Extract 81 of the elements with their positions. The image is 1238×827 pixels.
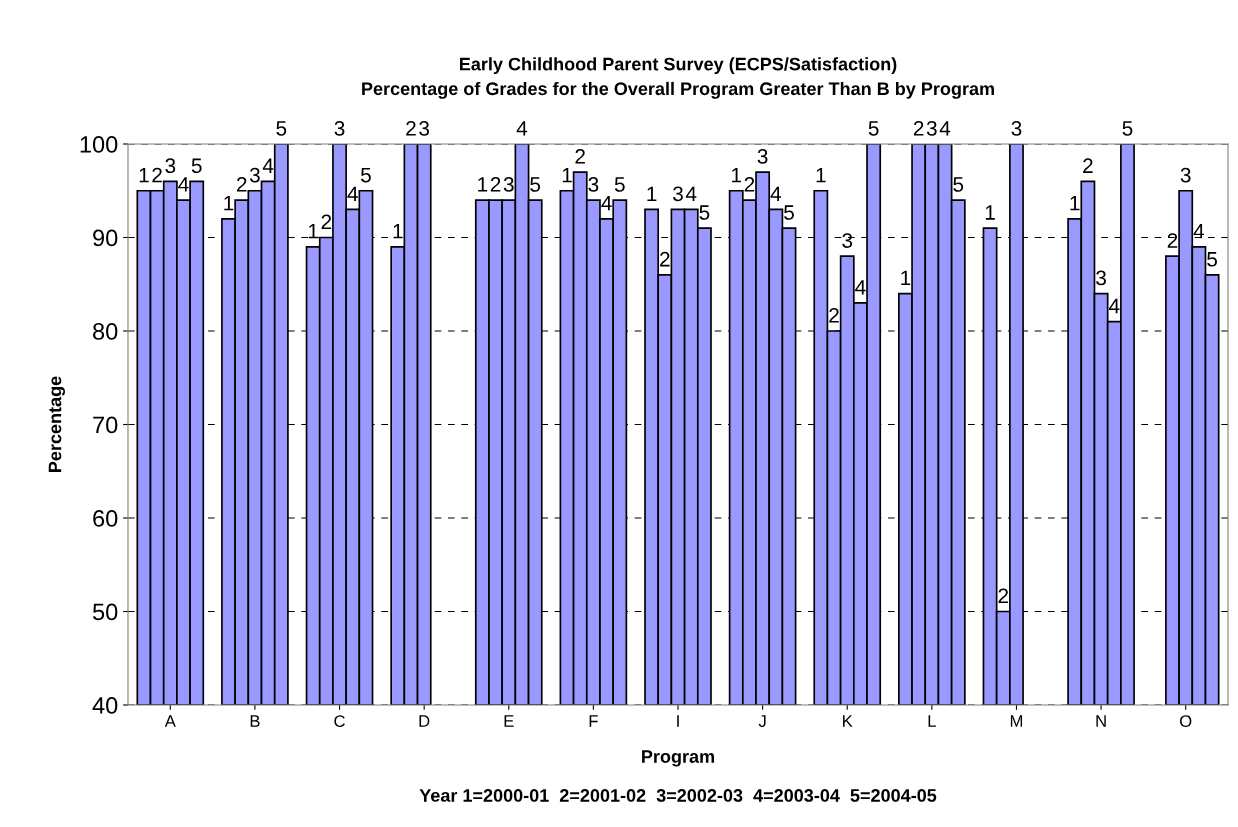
x-tick-label: A [164, 715, 176, 727]
x-tick-label: I [677, 715, 679, 727]
text: 2 [1083, 158, 1093, 173]
text: 3 [1180, 167, 1191, 183]
x-tick-label: D [419, 715, 430, 727]
text: 5 [191, 158, 202, 174]
text: 1 [562, 167, 572, 183]
text: 5 [530, 177, 541, 192]
text: 1 [732, 167, 741, 183]
y-tick-label: 40 [92, 697, 118, 714]
text: 2 [236, 177, 247, 192]
text: 3 [503, 177, 514, 192]
text: 5 [276, 121, 287, 136]
x-axis-title: Program [642, 750, 715, 767]
y-tick-label: 50 [92, 603, 118, 621]
text: 1 [1070, 195, 1080, 211]
text: 1 [224, 195, 234, 211]
text: 1 [139, 167, 149, 183]
text: 2 [575, 149, 585, 164]
x-tick-label: L [928, 715, 936, 727]
text: 1 [478, 177, 488, 192]
x-tick-label: F [589, 715, 598, 727]
text: 1 [816, 167, 826, 183]
text: 3 [1096, 270, 1106, 286]
text: 1 [985, 205, 995, 220]
x-tick-label: O [1180, 715, 1192, 727]
text: 3 [249, 167, 260, 183]
text: 4 [347, 186, 358, 201]
x-tick-label: N [1096, 715, 1106, 727]
text: 4 [939, 121, 951, 136]
chart-title: Early Childhood Parent Survey (ECPS/Satisfaction) Percentage of Grades for the Overall Program Greater Than B by Program [362, 57, 994, 99]
text: 5 [868, 121, 879, 136]
text: 4 [1193, 224, 1205, 239]
text: Year 1=2000-01 2=2001-02 3=2002-03 4=2003-04 5=2004-05 [419, 789, 937, 802]
x-tick-label: M [1010, 715, 1023, 727]
x-tick-label: K [843, 715, 853, 727]
text: 3 [419, 120, 430, 136]
series-label: 3 [165, 158, 176, 174]
text: 5 [1122, 121, 1133, 136]
text: 3 [334, 120, 345, 136]
text: 1 [647, 186, 657, 201]
text: 4 [178, 177, 189, 192]
text: 3 [673, 186, 683, 202]
x-tick-label: J [758, 715, 766, 727]
x-tick-label: B [250, 715, 260, 727]
text: 3 [842, 233, 853, 248]
text: 2 [913, 120, 924, 136]
y-axis-title: Percentage [48, 376, 65, 472]
series-label: 2 [660, 251, 670, 267]
text: 2 [490, 177, 501, 192]
x-tick-label: C [334, 715, 345, 727]
text: 2 [406, 120, 416, 136]
text: 5 [360, 167, 371, 183]
text: 2 [152, 167, 162, 183]
text: 5 [699, 205, 710, 220]
text: 2 [744, 177, 755, 192]
series-label: 5 [1207, 252, 1218, 267]
y-tick-label: 90 [93, 229, 118, 247]
text: 4 [685, 186, 697, 201]
text: 1 [901, 270, 911, 286]
text: 4 [770, 186, 781, 201]
x-tick-label: E [504, 715, 514, 727]
text: 5 [614, 177, 625, 192]
text: 4 [516, 121, 528, 136]
text: 2 [829, 307, 839, 323]
text: 3 [926, 120, 937, 136]
y-tick-label: 100 [80, 136, 118, 153]
text: 4 [855, 280, 866, 295]
text: 4 [262, 158, 274, 173]
text: 5 [784, 205, 794, 220]
text: 2 [998, 588, 1009, 604]
y-tick-label: 70 [93, 416, 118, 434]
series-label: 4 [1108, 298, 1120, 314]
text: 3 [588, 177, 599, 192]
text: 2 [321, 214, 332, 230]
text: 3 [1011, 120, 1022, 136]
text: 5 [953, 177, 964, 192]
text: 4 [601, 195, 612, 211]
y-tick-label: 60 [93, 510, 118, 527]
y-tick-label: 80 [93, 323, 118, 340]
text: 3 [757, 149, 768, 164]
